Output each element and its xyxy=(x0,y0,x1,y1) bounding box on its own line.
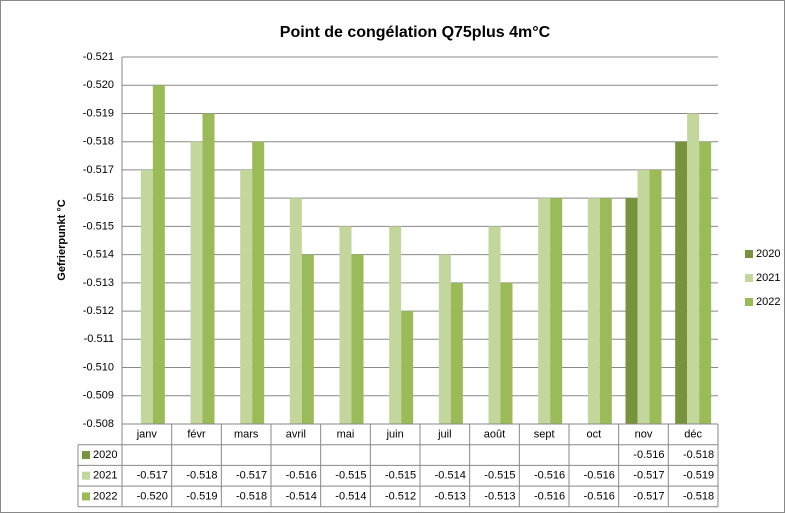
y-tick-label: -0.521 xyxy=(83,51,114,63)
x-tick-label: juin xyxy=(386,428,404,440)
bar xyxy=(649,169,662,424)
table-value: -0.518 xyxy=(236,490,267,502)
legend-swatch xyxy=(745,274,753,282)
y-tick-label: -0.510 xyxy=(83,361,114,373)
table-series-name: 2020 xyxy=(93,449,117,461)
y-tick-label: -0.508 xyxy=(83,418,114,430)
legend-swatch xyxy=(745,250,753,258)
table-value: -0.517 xyxy=(633,470,664,482)
x-tick-label: oct xyxy=(586,428,601,440)
bar xyxy=(401,311,414,424)
bar xyxy=(687,113,700,424)
bar xyxy=(587,198,600,424)
x-tick-label: août xyxy=(484,428,505,440)
y-tick-label: -0.513 xyxy=(83,277,114,289)
x-tick-label: nov xyxy=(635,428,653,440)
y-tick-label: -0.520 xyxy=(83,79,114,91)
legend-label: 2022 xyxy=(756,296,780,308)
y-tick-label: -0.516 xyxy=(83,192,114,204)
bar xyxy=(500,282,513,424)
table-value: -0.517 xyxy=(236,470,267,482)
table-swatch xyxy=(82,471,90,480)
x-tick-label: mai xyxy=(337,428,355,440)
table-value: -0.515 xyxy=(484,470,515,482)
bar xyxy=(675,141,688,424)
x-tick-label: juil xyxy=(437,428,451,440)
x-tick-label: mars xyxy=(234,428,259,440)
table-value: -0.514 xyxy=(286,490,317,502)
x-tick-label: déc xyxy=(684,428,702,440)
legend-swatch xyxy=(745,298,753,306)
bar xyxy=(351,254,364,424)
bar xyxy=(699,141,712,424)
y-tick-label: -0.512 xyxy=(83,305,114,317)
table-value: -0.516 xyxy=(534,470,565,482)
table-swatch xyxy=(82,451,90,460)
bar xyxy=(637,169,650,424)
y-tick-label: -0.514 xyxy=(83,249,114,261)
table-value: -0.516 xyxy=(584,470,615,482)
table-value: -0.515 xyxy=(385,470,416,482)
y-axis-label: Gefrierpunkt °C xyxy=(56,199,68,280)
table-value: -0.516 xyxy=(534,490,565,502)
bar xyxy=(252,141,265,424)
table-value: -0.518 xyxy=(683,449,714,461)
table-value: -0.514 xyxy=(435,470,466,482)
table-value: -0.517 xyxy=(137,470,168,482)
bar xyxy=(488,226,501,424)
y-tick-label: -0.515 xyxy=(83,220,114,232)
x-tick-label: janv xyxy=(136,428,158,440)
table-series-name: 2022 xyxy=(93,490,117,502)
table-value: -0.516 xyxy=(286,470,317,482)
table-value: -0.514 xyxy=(335,490,366,502)
x-tick-label: sept xyxy=(534,428,555,440)
table-value: -0.520 xyxy=(137,490,168,502)
legend-label: 2021 xyxy=(756,272,780,284)
table-swatch xyxy=(82,492,90,501)
bar xyxy=(538,198,551,424)
table-value: -0.518 xyxy=(683,490,714,502)
bar xyxy=(339,226,352,424)
bar xyxy=(140,169,153,424)
table-value: -0.516 xyxy=(633,449,664,461)
bar xyxy=(599,198,612,424)
table-value: -0.518 xyxy=(186,470,217,482)
legend-label: 2020 xyxy=(756,248,780,260)
table-value: -0.516 xyxy=(584,490,615,502)
y-tick-label: -0.511 xyxy=(84,333,114,345)
table-value: -0.513 xyxy=(484,490,515,502)
table-value: -0.512 xyxy=(385,490,416,502)
y-tick-label: -0.517 xyxy=(83,164,114,176)
y-tick-label: -0.519 xyxy=(83,107,114,119)
table-series-name: 2021 xyxy=(93,470,117,482)
bar xyxy=(550,198,563,424)
bar xyxy=(289,198,302,424)
bar xyxy=(301,254,314,424)
table-value: -0.519 xyxy=(186,490,217,502)
bar xyxy=(190,141,203,424)
x-tick-label: avril xyxy=(286,428,306,440)
table-value: -0.519 xyxy=(683,470,714,482)
bar xyxy=(240,169,253,424)
bar xyxy=(202,113,215,424)
bar xyxy=(389,226,402,424)
bar xyxy=(450,282,463,424)
table-value: -0.517 xyxy=(633,490,664,502)
table-value: -0.515 xyxy=(335,470,366,482)
bar xyxy=(625,198,638,424)
bar xyxy=(438,254,451,424)
x-tick-label: févr xyxy=(187,428,206,440)
table-value: -0.513 xyxy=(435,490,466,502)
y-tick-label: -0.518 xyxy=(83,136,114,148)
y-tick-label: -0.509 xyxy=(83,390,114,402)
chart-title: Point de congélation Q75plus 4m°C xyxy=(280,24,551,41)
bar xyxy=(152,85,165,424)
